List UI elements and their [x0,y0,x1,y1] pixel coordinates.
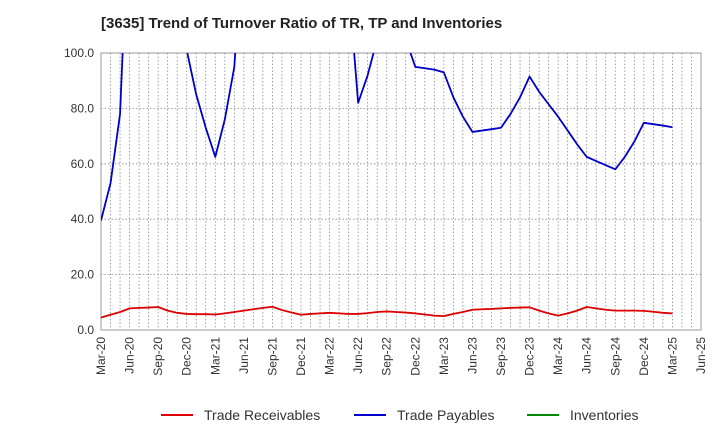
y-tick-labels: 0.0 20.0 40.0 60.0 80.0 100.0 [64,46,94,337]
x-tick-label: Dec-20 [180,337,194,376]
x-tick-label: Mar-21 [208,337,222,375]
x-tick-label: Jun-23 [465,337,479,374]
y-tick-label: 40.0 [71,212,95,226]
x-tick-label: Jun-24 [580,337,594,374]
y-tick-label: 80.0 [71,101,95,115]
x-tick-label: Mar-22 [323,337,337,375]
x-tick-label: Jun-22 [351,337,365,374]
x-tick-label: Jun-25 [694,337,708,374]
series-line-trade-payables [101,53,673,221]
x-tick-labels: Mar-20 Jun-20 Sep-20 Dec-20 Mar-21 Jun-21 Sep-… [94,337,708,376]
series-line-trade-receivables [101,305,673,319]
series-layer [101,53,673,319]
x-tick-label: Jun-21 [237,337,251,374]
grid-layer [101,53,701,330]
legend-label-trade-receivables: Trade Receivables [204,407,320,423]
x-tick-label: Sep-20 [151,337,165,376]
x-tick-label: Sep-24 [608,337,622,376]
legend-label-inventories: Inventories [570,407,638,423]
x-tick-label: Dec-23 [523,337,537,376]
chart-title: [3635] Trend of Turnover Ratio of TR, TP… [101,15,503,32]
x-tick-label: Jun-20 [123,337,137,374]
legend: Trade Receivables Trade Payables Inventori… [161,407,638,423]
x-tick-label: Mar-20 [94,337,108,375]
x-tick-label: Sep-22 [380,337,394,376]
y-tick-label: 0.0 [77,323,94,337]
y-tick-label: 60.0 [71,157,95,171]
y-tick-label: 100.0 [64,46,94,60]
x-tick-label: Mar-24 [551,337,565,375]
x-tick-label: Sep-23 [494,337,508,376]
x-tick-label: Dec-24 [637,337,651,376]
y-tick-label: 20.0 [71,268,95,282]
x-tick-label: Mar-25 [665,337,679,375]
legend-label-trade-payables: Trade Payables [397,407,495,423]
x-tick-label: Sep-21 [265,337,279,376]
x-tick-label: Dec-21 [294,337,308,376]
plot-frame [100,52,702,331]
x-tick-label: Dec-22 [408,337,422,376]
x-tick-label: Mar-23 [437,337,451,375]
